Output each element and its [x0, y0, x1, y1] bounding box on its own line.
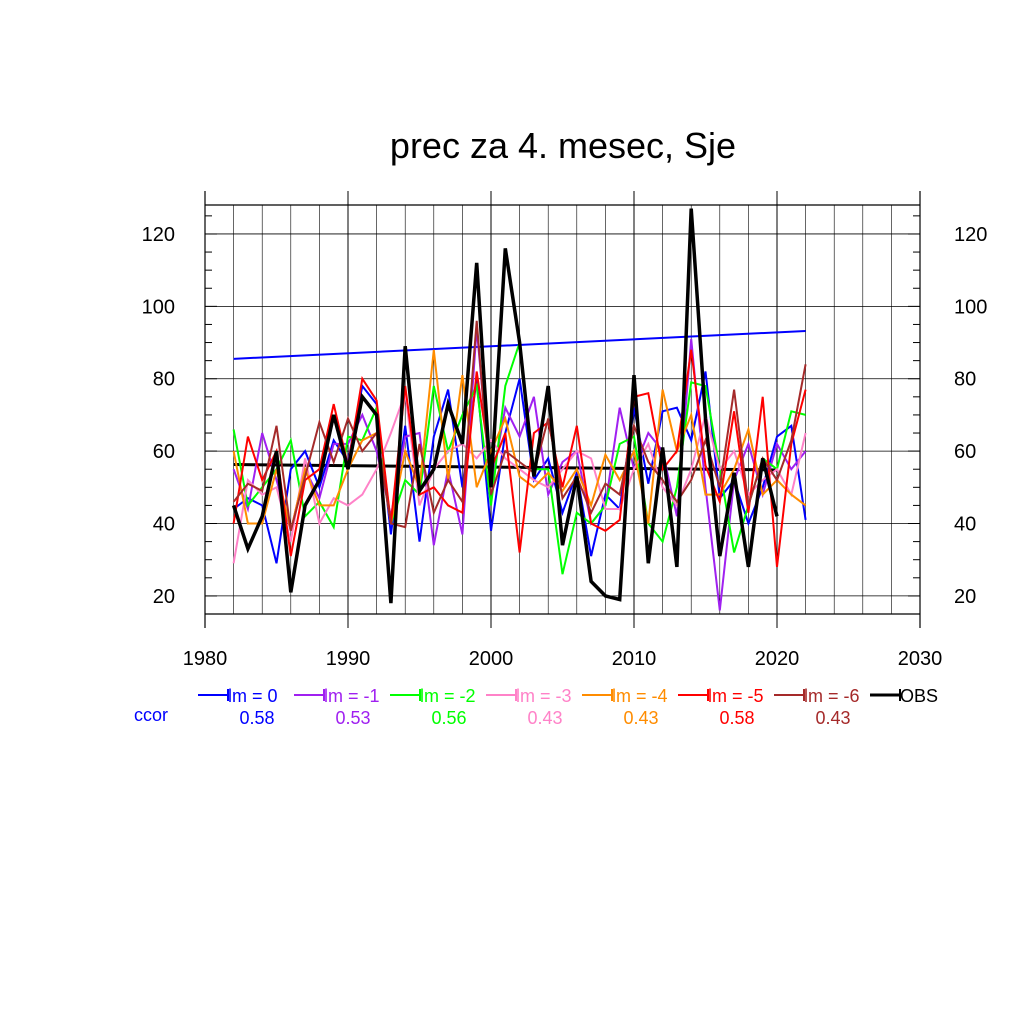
y-tick-label-left: 40	[153, 514, 175, 536]
y-tick-label-left: 100	[142, 296, 175, 318]
x-tick-label: 2000	[469, 648, 514, 670]
series-line-3	[232, 392, 807, 564]
x-tick-label: 1990	[326, 648, 371, 670]
legend-ccor-value: 0.43	[815, 708, 850, 728]
legend-ccor-value: 0.43	[527, 708, 562, 728]
y-tick-label-right: 40	[954, 514, 976, 536]
x-tick-label: 2030	[898, 648, 943, 670]
chart-title: prec za 4. mesec, Sje	[390, 125, 736, 166]
legend-label: lm = -5	[708, 686, 764, 706]
series-line-1	[232, 328, 807, 611]
legend-label: lm = -2	[420, 686, 476, 706]
ccor-label: ccor	[134, 705, 168, 725]
legend-label: OBS	[900, 686, 938, 706]
y-tick-label-right: 100	[954, 296, 987, 318]
legend-label: lm = 0	[228, 686, 278, 706]
y-tick-label-right: 20	[954, 586, 976, 608]
legend-label: lm = -1	[324, 686, 380, 706]
legend-label: lm = -4	[612, 686, 668, 706]
legend-ccor-value: 0.58	[719, 708, 754, 728]
x-tick-label: 1980	[183, 648, 228, 670]
y-tick-label-right: 60	[954, 441, 976, 463]
grid-layer	[205, 191, 920, 628]
series-line-7	[231, 208, 779, 604]
y-tick-label-left: 80	[153, 369, 175, 391]
legend-label: lm = -3	[516, 686, 572, 706]
series-layer	[231, 208, 807, 611]
x-tick-label: 2010	[612, 648, 657, 670]
legend-ccor-value: 0.53	[335, 708, 370, 728]
legend-ccor-value: 0.58	[239, 708, 274, 728]
legend-label: lm = -6	[804, 686, 860, 706]
y-tick-label-right: 120	[954, 224, 987, 246]
y-tick-label-left: 120	[142, 224, 175, 246]
legend-ccor-value: 0.56	[431, 708, 466, 728]
legend-ccor-value: 0.43	[623, 708, 658, 728]
series-line-4	[232, 349, 807, 532]
y-tick-label-left: 20	[153, 586, 175, 608]
x-tick-label: 2020	[755, 648, 800, 670]
y-tick-label-left: 60	[153, 441, 175, 463]
y-tick-label-right: 80	[954, 369, 976, 391]
